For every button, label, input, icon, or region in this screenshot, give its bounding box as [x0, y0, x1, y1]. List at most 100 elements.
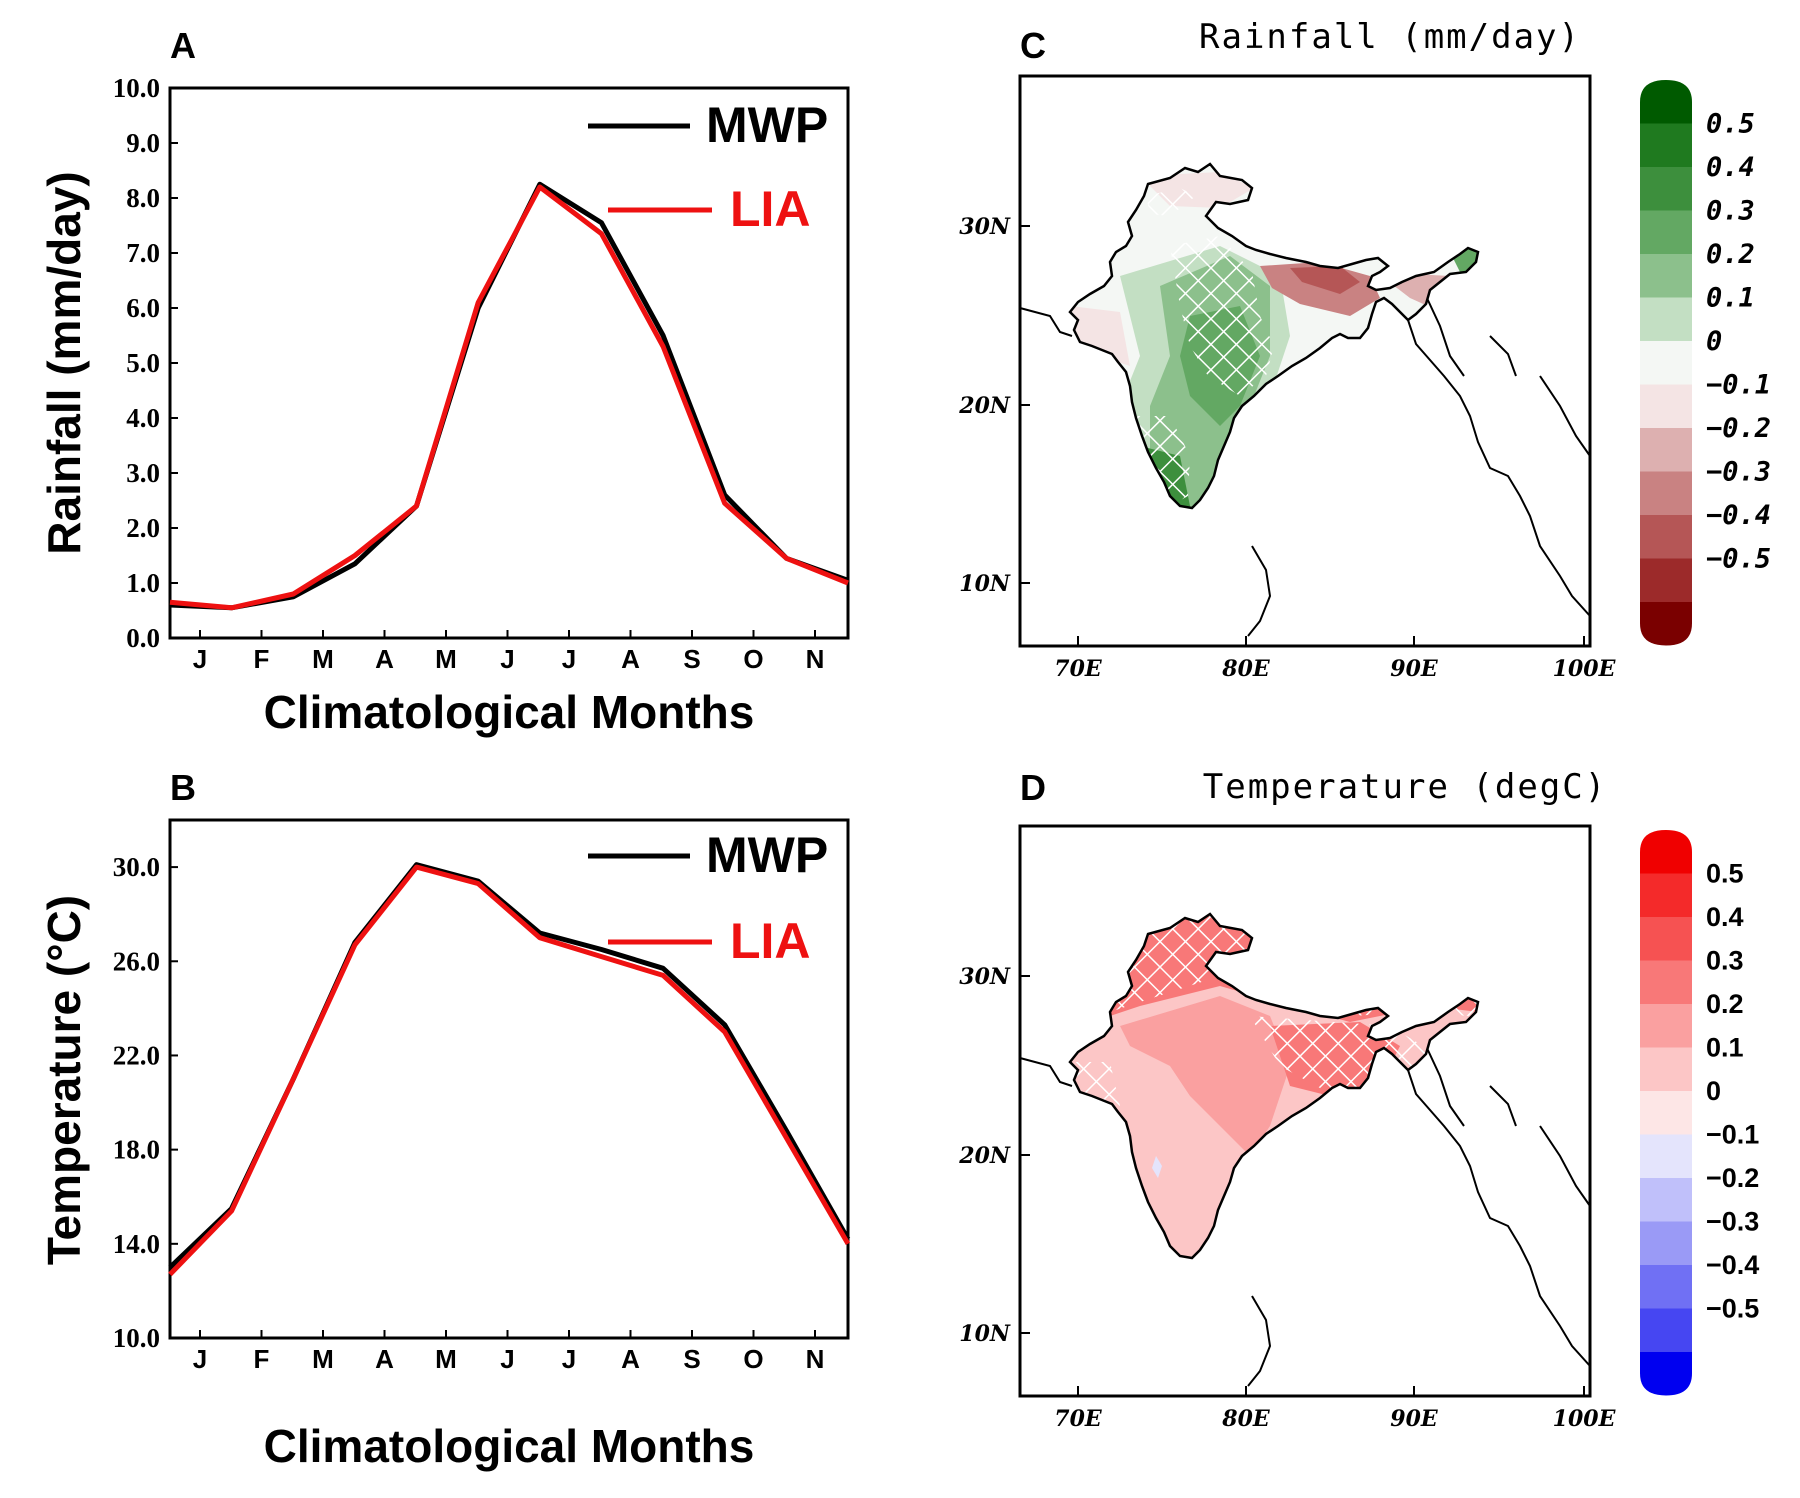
y-tick-label: 9.0 [126, 128, 160, 158]
x-tick-label: J [562, 1344, 576, 1374]
colorbar-tick-label: 0.1 [1706, 1033, 1744, 1063]
x-tick-label: F [254, 1344, 270, 1374]
legend-label-mwp: MWP [706, 97, 828, 153]
legend-label-lia: LIA [730, 913, 811, 969]
y-tick-label: 5.0 [126, 348, 160, 378]
colorbar-segment [1640, 830, 1692, 874]
map-y-tick-label: 30N [959, 964, 1011, 990]
colorbar-segment [1640, 1308, 1692, 1353]
colorbar-segment [1640, 1265, 1692, 1309]
y-tick-label: 14.0 [113, 1229, 160, 1259]
colorbar-segment [1640, 602, 1692, 646]
x-tick-label: F [254, 644, 270, 674]
colorbar-tick-label: 0.2 [1706, 239, 1755, 270]
y-tick-label: 0.0 [126, 623, 160, 653]
panel-a-rainfall-chart: A 0.0 1.0 2.0 3.0 4.0 5.0 6.0 7.0 8.0 9.0 10.0 J F M… [38, 25, 850, 738]
x-tick-label: A [621, 1344, 640, 1374]
colorbar-tick-label: 0 [1706, 1076, 1721, 1106]
y-tick-label: 8.0 [126, 183, 160, 213]
colorbar-tick-label: 0.5 [1706, 859, 1744, 889]
colorbar-segment [1640, 471, 1692, 516]
panel-d-label: D [1020, 767, 1046, 808]
y-tick-label: 26.0 [113, 946, 160, 976]
colorbar-tick-label: 0.4 [1706, 152, 1755, 183]
colorbar-segment [1640, 1091, 1692, 1135]
map-x-tick-label: 100E [1553, 1406, 1617, 1432]
colorbar-segment [1640, 1047, 1692, 1092]
colorbar-segment [1640, 515, 1692, 559]
panel-c-title: Rainfall (mm/day) [1199, 17, 1581, 57]
field-contour [1120, 996, 1290, 1156]
map-x-tick-label: 90E [1390, 656, 1439, 682]
x-tick-label: J [562, 644, 576, 674]
series-line-lia [169, 184, 849, 611]
panel-a-label: A [170, 25, 196, 66]
colorbar-tick-label: −0.3 [1706, 457, 1771, 488]
colorbar-tick-label: 0 [1706, 326, 1722, 357]
colorbar-segment [1640, 1134, 1692, 1179]
x-tick-label: A [375, 1344, 394, 1374]
x-tick-label: J [193, 1344, 207, 1374]
colorbar-segment [1640, 960, 1692, 1005]
map-x-tick-label: 70E [1054, 656, 1103, 682]
x-tick-label: A [621, 644, 640, 674]
colorbar-tick-label: 0.5 [1706, 109, 1755, 140]
x-tick-label: M [435, 1344, 457, 1374]
map-x-tick-label: 80E [1221, 656, 1271, 682]
significance-hatch [1170, 236, 1274, 396]
panel-b-ylabel: Temperature (°C) [38, 895, 90, 1265]
neighbour-coastline [1019, 1045, 1591, 1387]
colorbar-tick-label: −0.5 [1706, 544, 1771, 575]
map-x-tick-label: 70E [1054, 1406, 1103, 1432]
colorbar-tick-label: 0.2 [1706, 989, 1744, 1019]
map-x-tick-label: 80E [1221, 1406, 1271, 1432]
colorbar-segment [1640, 384, 1692, 429]
map-y-tick-label: 30N [959, 214, 1011, 240]
india-boundary [1068, 162, 1480, 510]
colorbar-segment [1640, 341, 1692, 385]
colorbar-tick-label: −0.1 [1706, 370, 1771, 401]
colorbar-segment [1640, 1221, 1692, 1266]
colorbar-tick-label: 0.4 [1706, 902, 1744, 932]
colorbar-tick-label: −0.2 [1706, 1163, 1759, 1193]
panel-d-title: Temperature (degC) [1203, 767, 1607, 807]
colorbar-tick-label: −0.5 [1706, 1294, 1759, 1324]
x-tick-label: M [312, 1344, 334, 1374]
map-x-tick-label: 90E [1390, 1406, 1439, 1432]
neighbour-coastline [1019, 295, 1591, 637]
map-x-tick-label: 100E [1553, 656, 1617, 682]
x-tick-label: N [806, 644, 825, 674]
series-line-lia [168, 864, 851, 1277]
panel-a-xlabel: Climatological Months [264, 686, 755, 738]
x-tick-label: S [683, 644, 700, 674]
panel-a-plot-frame [168, 86, 850, 640]
y-tick-label: 7.0 [126, 238, 160, 268]
panel-c-label: C [1020, 25, 1046, 66]
colorbar-segment [1640, 297, 1692, 342]
colorbar-segment [1640, 210, 1692, 255]
map-y-tick-label: 20N [958, 1143, 1011, 1169]
x-tick-label: J [500, 644, 514, 674]
panel-c-map-frame [1018, 74, 1592, 648]
legend-label-lia: LIA [730, 181, 811, 237]
y-tick-label: 18.0 [113, 1135, 160, 1165]
map-y-tick-label: 20N [958, 393, 1011, 419]
y-tick-label: 10.0 [113, 1323, 160, 1353]
x-tick-label: M [312, 644, 334, 674]
colorbar-segment [1640, 428, 1692, 472]
colorbar-segment [1640, 167, 1692, 211]
colorbar-tick-label: −0.4 [1706, 1250, 1759, 1280]
colorbar-tick-label: 0.1 [1706, 283, 1755, 314]
x-tick-label: O [743, 644, 763, 674]
colorbar-tick-label: 0.3 [1706, 946, 1744, 976]
colorbar-segment [1640, 917, 1692, 961]
panel-d-temperature-map: D Temperature (degC) 70E 80E 90E 100E 10N 20N… [958, 767, 1759, 1432]
x-tick-label: N [806, 1344, 825, 1374]
colorbar-tick-label: 0.3 [1706, 196, 1755, 227]
y-tick-label: 1.0 [126, 568, 160, 598]
y-tick-label: 2.0 [126, 513, 160, 543]
colorbar-segment [1640, 123, 1692, 168]
panel-b-plot-frame [168, 818, 850, 1340]
colorbar-tick-label: −0.2 [1706, 413, 1771, 444]
